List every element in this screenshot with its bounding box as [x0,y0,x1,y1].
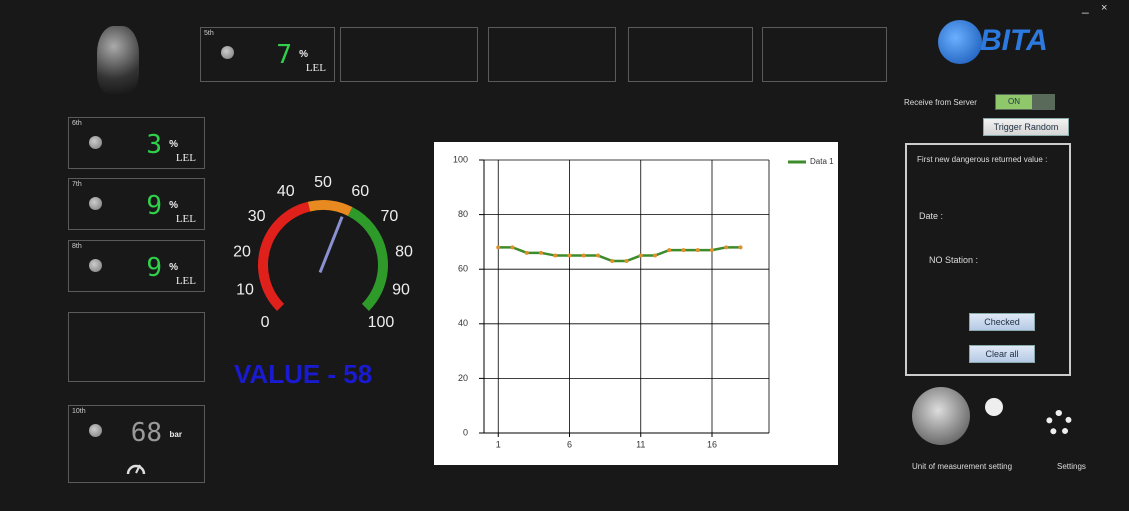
data-point [496,245,500,249]
legend-label: Data 1 [810,157,834,166]
x-tick-label: 1 [496,439,501,449]
y-tick-label: 40 [458,318,468,328]
gauge-needle [320,217,342,273]
data-point [610,259,614,263]
y-tick-label: 20 [458,373,468,383]
settings-label: Settings [1057,462,1086,471]
alert-panel: First new dangerous returned value : Dat… [905,143,1071,376]
gauge-readout: VALUE - 58 [234,359,372,389]
alert-title: First new dangerous returned value : [917,155,1047,164]
server-label: Receive from Server [904,98,977,107]
chart-panel [434,142,838,465]
gauge-arc [309,205,350,212]
x-tick-label: 11 [636,439,645,449]
gauge-tick-label: 50 [314,174,332,191]
gauge-arc [350,212,383,308]
data-point [525,251,529,255]
data-point [539,251,543,255]
gauge-icon [985,398,1003,416]
data-point [682,248,686,252]
gauge-arc [263,207,309,308]
data-point [596,254,600,258]
y-tick-label: 60 [458,264,468,274]
station-label: NO Station : [929,255,978,265]
clear-button[interactable]: Clear all [969,345,1035,363]
data-point [653,254,657,258]
unit-setting-label: Unit of measurement setting [912,462,1012,471]
date-label: Date : [919,211,943,221]
app-window: _ × 5th 7 % LEL 6th 3 % LEL 7th 9 % LEL … [0,0,1129,511]
gauge-tick-label: 90 [392,282,410,299]
gauge-tick-label: 40 [277,183,295,200]
toggle-label: ON [996,95,1032,109]
gauge-tick-label: 10 [236,282,254,299]
trigger-button[interactable]: Trigger Random [983,118,1069,136]
data-point [739,245,743,249]
gauge-tick-label: 70 [380,208,398,225]
gauge-tick-label: 30 [248,208,266,225]
toggle[interactable]: ON [995,94,1055,110]
gauge-tick-label: 20 [233,243,251,260]
data-point [710,248,714,252]
gauge-tick-label: 0 [261,314,270,331]
gauge-tick-label: 100 [368,314,395,331]
gauge-tick-label: 80 [395,243,413,260]
gauge-tick-label: 60 [351,183,369,200]
x-tick-label: 16 [707,439,717,449]
data-point [724,245,728,249]
logo-text: BITA [980,24,1048,58]
data-point [511,245,515,249]
data-point [568,254,572,258]
y-tick-label: 0 [463,427,468,437]
data-point [639,254,643,258]
data-point [696,248,700,252]
logo: BITA [930,18,1070,66]
data-point [667,248,671,252]
x-tick-label: 6 [567,439,572,449]
data-point [582,254,586,258]
unit-icon[interactable] [912,387,970,445]
y-tick-label: 80 [458,209,468,219]
y-tick-label: 100 [453,154,468,164]
data-point [625,259,629,263]
settings-icon[interactable] [1046,410,1072,436]
data-point [553,254,557,258]
checked-button[interactable]: Checked [969,313,1035,331]
